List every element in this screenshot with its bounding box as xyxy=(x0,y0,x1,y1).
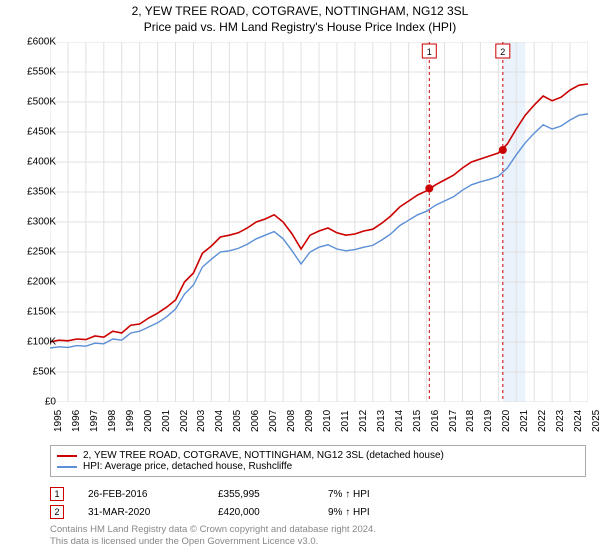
chart-subtitle: Price paid vs. HM Land Registry's House … xyxy=(0,20,600,34)
x-tick-label: 2014 xyxy=(394,410,405,432)
y-tick-label: £200K xyxy=(27,277,56,288)
y-tick-label: £350K xyxy=(27,187,56,198)
marker-row: 2 31-MAR-2020 £420,000 9% ↑ HPI xyxy=(50,503,428,521)
svg-text:1: 1 xyxy=(427,47,432,57)
marker-pct: 7% ↑ HPI xyxy=(328,489,428,500)
y-tick-label: £500K xyxy=(27,97,56,108)
x-tick-label: 2003 xyxy=(196,410,207,432)
x-tick-label: 2022 xyxy=(537,410,548,432)
x-tick-label: 2009 xyxy=(304,410,315,432)
marker-date: 31-MAR-2020 xyxy=(88,507,218,518)
x-tick-label: 2016 xyxy=(430,410,441,432)
chart-title: 2, YEW TREE ROAD, COTGRAVE, NOTTINGHAM, … xyxy=(0,4,600,18)
legend-item: 2, YEW TREE ROAD, COTGRAVE, NOTTINGHAM, … xyxy=(57,450,579,461)
footer-note: Contains HM Land Registry data © Crown c… xyxy=(50,524,376,549)
titles: 2, YEW TREE ROAD, COTGRAVE, NOTTINGHAM, … xyxy=(0,0,600,34)
legend-swatch xyxy=(57,455,77,457)
y-tick-label: £250K xyxy=(27,247,56,258)
marker-badge: 2 xyxy=(50,505,64,519)
x-tick-label: 1999 xyxy=(125,410,136,432)
x-tick-label: 2012 xyxy=(358,410,369,432)
x-tick-label: 2008 xyxy=(286,410,297,432)
y-tick-label: £0 xyxy=(45,397,56,408)
marker-badge: 1 xyxy=(50,487,64,501)
legend-item: HPI: Average price, detached house, Rush… xyxy=(57,461,579,472)
x-tick-label: 2018 xyxy=(465,410,476,432)
x-tick-label: 2017 xyxy=(448,410,459,432)
x-tick-label: 1997 xyxy=(89,410,100,432)
legend-swatch xyxy=(57,466,77,468)
legend-label: HPI: Average price, detached house, Rush… xyxy=(83,461,292,472)
x-tick-label: 2023 xyxy=(555,410,566,432)
chart-svg: 12 xyxy=(50,42,588,402)
x-tick-label: 2020 xyxy=(501,410,512,432)
x-tick-label: 2004 xyxy=(214,410,225,432)
svg-text:2: 2 xyxy=(500,47,505,57)
y-tick-label: £450K xyxy=(27,127,56,138)
x-tick-label: 2015 xyxy=(412,410,423,432)
legend: 2, YEW TREE ROAD, COTGRAVE, NOTTINGHAM, … xyxy=(50,445,586,477)
marker-price: £420,000 xyxy=(218,507,328,518)
chart-container: 2, YEW TREE ROAD, COTGRAVE, NOTTINGHAM, … xyxy=(0,0,600,560)
marker-row: 1 26-FEB-2016 £355,995 7% ↑ HPI xyxy=(50,485,428,503)
y-tick-label: £550K xyxy=(27,67,56,78)
x-tick-label: 1998 xyxy=(107,410,118,432)
y-tick-label: £50K xyxy=(33,367,56,378)
x-tick-label: 2021 xyxy=(519,410,530,432)
x-tick-label: 2025 xyxy=(591,410,600,432)
y-tick-label: £150K xyxy=(27,307,56,318)
y-tick-label: £400K xyxy=(27,157,56,168)
x-tick-label: 2011 xyxy=(340,410,351,432)
y-tick-label: £100K xyxy=(27,337,56,348)
marker-date: 26-FEB-2016 xyxy=(88,489,218,500)
y-tick-label: £300K xyxy=(27,217,56,228)
marker-pct: 9% ↑ HPI xyxy=(328,507,428,518)
x-tick-label: 1996 xyxy=(71,410,82,432)
x-tick-label: 2024 xyxy=(573,410,584,432)
x-tick-label: 1995 xyxy=(53,410,64,432)
x-tick-label: 2000 xyxy=(143,410,154,432)
x-tick-label: 2013 xyxy=(376,410,387,432)
footer-line: This data is licensed under the Open Gov… xyxy=(50,536,376,548)
x-tick-label: 2019 xyxy=(483,410,494,432)
marker-table: 1 26-FEB-2016 £355,995 7% ↑ HPI 2 31-MAR… xyxy=(50,485,428,521)
footer-line: Contains HM Land Registry data © Crown c… xyxy=(50,524,376,536)
plot-area: 12 xyxy=(50,42,588,402)
legend-label: 2, YEW TREE ROAD, COTGRAVE, NOTTINGHAM, … xyxy=(83,450,444,461)
x-tick-label: 2007 xyxy=(268,410,279,432)
x-tick-label: 2010 xyxy=(322,410,333,432)
x-tick-label: 2006 xyxy=(250,410,261,432)
y-tick-label: £600K xyxy=(27,37,56,48)
x-tick-label: 2005 xyxy=(232,410,243,432)
x-tick-label: 2002 xyxy=(179,410,190,432)
marker-price: £355,995 xyxy=(218,489,328,500)
x-tick-label: 2001 xyxy=(161,410,172,432)
